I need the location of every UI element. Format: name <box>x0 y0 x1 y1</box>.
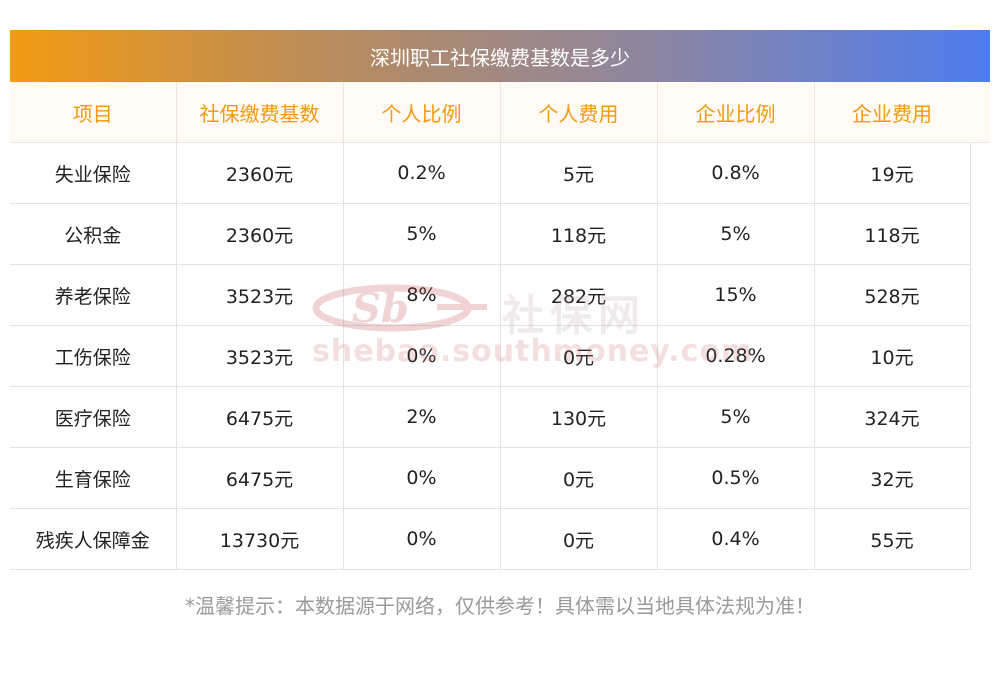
cell-company-rate: 15% <box>657 264 815 326</box>
table-header-row: 项目 社保缴费基数 个人比例 个人费用 企业比例 企业费用 <box>10 82 971 143</box>
cell-base: 2360元 <box>176 142 344 204</box>
cell-personal-fee: 282元 <box>500 264 658 326</box>
cell-company-rate: 0.28% <box>657 325 815 387</box>
cell-personal-fee: 5元 <box>500 142 658 204</box>
table-row: 残疾人保障金 13730元 0% 0元 0.4% 55元 <box>10 508 971 570</box>
table-row: 生育保险 6475元 0% 0元 0.5% 32元 <box>10 447 971 509</box>
cell-company-rate: 5% <box>657 386 815 448</box>
cell-personal-rate: 0% <box>343 325 501 387</box>
table-row: 工伤保险 3523元 0% 0元 0.28% 10元 <box>10 325 971 387</box>
header-company-fee: 企业费用 <box>814 82 971 143</box>
cell-company-fee: 10元 <box>814 325 971 387</box>
header-item: 项目 <box>10 82 177 143</box>
header-personal-rate: 个人比例 <box>343 82 501 143</box>
cell-personal-fee: 0元 <box>500 508 658 570</box>
cell-base: 3523元 <box>176 264 344 326</box>
cell-company-fee: 528元 <box>814 264 971 326</box>
cell-company-fee: 19元 <box>814 142 971 204</box>
cell-item: 工伤保险 <box>10 325 177 387</box>
table-title: 深圳职工社保缴费基数是多少 <box>370 45 630 70</box>
cell-item: 残疾人保障金 <box>10 508 177 570</box>
cell-personal-rate: 0.2% <box>343 142 501 204</box>
header-row-extension <box>970 82 990 143</box>
table-row: 医疗保险 6475元 2% 130元 5% 324元 <box>10 386 971 448</box>
cell-personal-fee: 0元 <box>500 325 658 387</box>
cell-personal-rate: 5% <box>343 203 501 265</box>
cell-base: 2360元 <box>176 203 344 265</box>
table-row: 养老保险 3523元 8% 282元 15% 528元 <box>10 264 971 326</box>
disclaimer-tip: *温馨提示：本数据源于网络，仅供参考！具体需以当地具体法规为准！ <box>185 594 815 618</box>
header-base: 社保缴费基数 <box>176 82 344 143</box>
social-insurance-table: 项目 社保缴费基数 个人比例 个人费用 企业比例 企业费用 失业保险 2360元… <box>10 82 971 570</box>
cell-company-rate: 0.8% <box>657 142 815 204</box>
cell-item: 公积金 <box>10 203 177 265</box>
cell-personal-rate: 2% <box>343 386 501 448</box>
cell-company-fee: 55元 <box>814 508 971 570</box>
header-personal-fee: 个人费用 <box>500 82 658 143</box>
cell-personal-rate: 8% <box>343 264 501 326</box>
cell-company-rate: 0.5% <box>657 447 815 509</box>
table-row: 公积金 2360元 5% 118元 5% 118元 <box>10 203 971 265</box>
cell-item: 医疗保险 <box>10 386 177 448</box>
cell-personal-fee: 118元 <box>500 203 658 265</box>
cell-company-rate: 5% <box>657 203 815 265</box>
cell-item: 失业保险 <box>10 142 177 204</box>
cell-personal-rate: 0% <box>343 447 501 509</box>
header-company-rate: 企业比例 <box>657 82 815 143</box>
cell-item: 生育保险 <box>10 447 177 509</box>
cell-base: 13730元 <box>176 508 344 570</box>
cell-base: 3523元 <box>176 325 344 387</box>
cell-base: 6475元 <box>176 386 344 448</box>
cell-personal-fee: 130元 <box>500 386 658 448</box>
cell-company-rate: 0.4% <box>657 508 815 570</box>
table-title-bar: 深圳职工社保缴费基数是多少 <box>10 30 990 82</box>
cell-item: 养老保险 <box>10 264 177 326</box>
cell-base: 6475元 <box>176 447 344 509</box>
cell-company-fee: 324元 <box>814 386 971 448</box>
table-row: 失业保险 2360元 0.2% 5元 0.8% 19元 <box>10 142 971 204</box>
cell-company-fee: 118元 <box>814 203 971 265</box>
cell-company-fee: 32元 <box>814 447 971 509</box>
cell-personal-fee: 0元 <box>500 447 658 509</box>
cell-personal-rate: 0% <box>343 508 501 570</box>
